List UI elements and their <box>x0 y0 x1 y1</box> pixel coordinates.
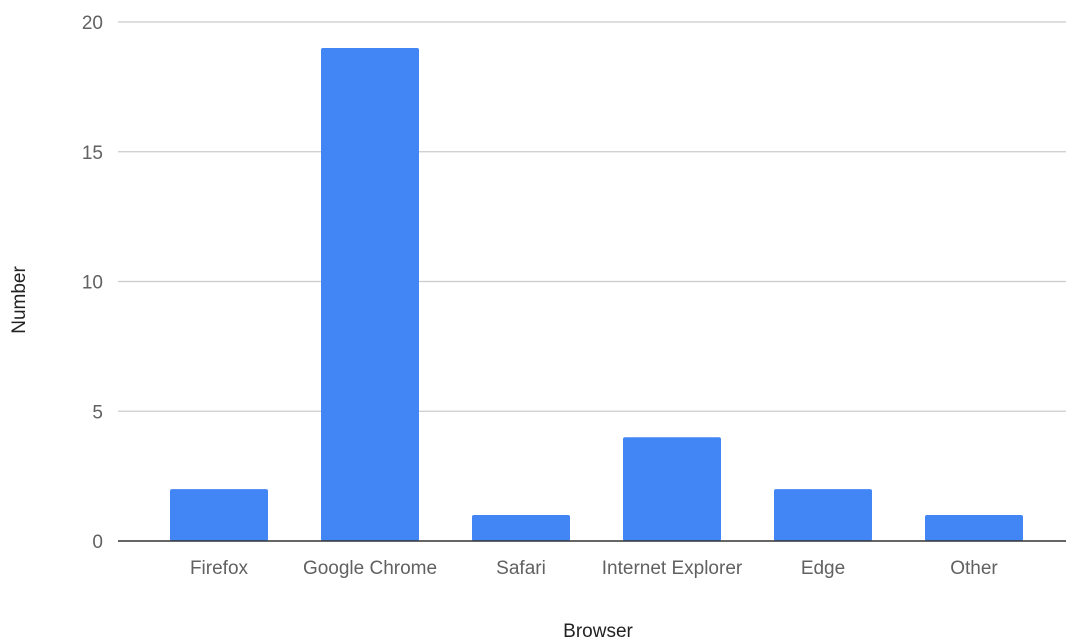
y-tick-label: 20 <box>82 13 103 34</box>
bar-edge <box>774 489 872 541</box>
x-tick-label: Edge <box>801 558 845 579</box>
x-tick-label: Safari <box>496 558 546 579</box>
bar-internet-explorer <box>623 437 721 541</box>
x-tick-label: Firefox <box>190 558 249 579</box>
x-tick-label: Other <box>950 558 998 579</box>
x-tick-label: Google Chrome <box>303 558 437 579</box>
bar-firefox <box>170 489 268 541</box>
y-tick-label: 0 <box>92 532 103 553</box>
y-tick-label: 15 <box>82 143 103 164</box>
x-axis-ticks: Firefox Google Chrome Safari Internet Explo… <box>190 558 998 579</box>
y-axis-title: Number <box>9 266 30 334</box>
gridlines <box>118 21 1066 412</box>
bars <box>170 47 1023 541</box>
y-tick-label: 5 <box>92 402 103 423</box>
bar-other <box>925 515 1023 541</box>
y-axis-ticks: 0 5 10 15 20 <box>82 13 103 553</box>
bar-safari <box>472 515 570 541</box>
bar-google-chrome <box>321 47 419 541</box>
y-tick-label: 10 <box>82 273 103 294</box>
x-tick-label: Internet Explorer <box>602 558 743 579</box>
x-axis-title: Browser <box>563 621 633 642</box>
